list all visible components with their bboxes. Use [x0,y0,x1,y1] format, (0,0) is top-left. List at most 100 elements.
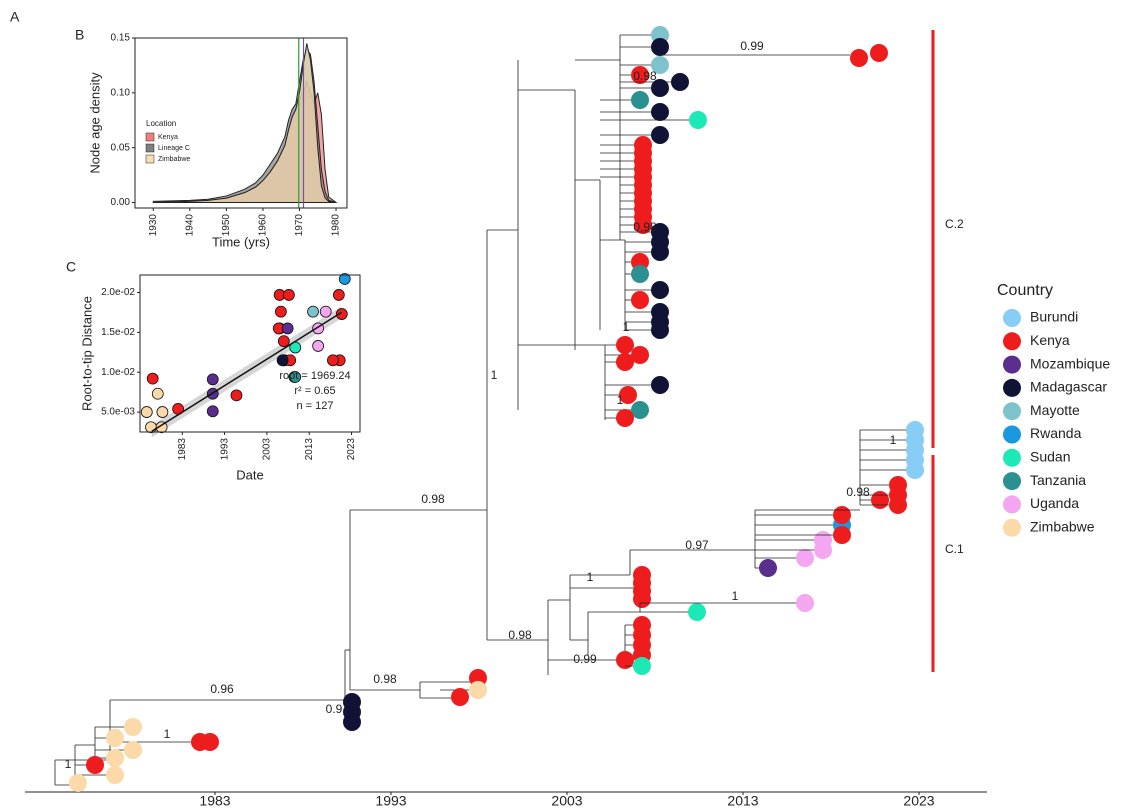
tip [451,688,469,706]
tip [633,657,651,675]
tip [106,766,124,784]
support-label: 0.96 [210,682,234,696]
legend-swatch [146,155,154,163]
y-tick-label: 2.0e-02 [101,287,135,298]
legend-swatch [146,133,154,141]
x-tick-label: 1993 [375,793,406,809]
point [327,355,338,366]
tip [796,594,814,612]
support-label: 0.97 [685,538,709,552]
support-label: 1 [890,433,897,447]
y-tick-label: 1.0e-02 [101,367,135,378]
y-axis-title: Root-to-tip Distance [79,296,94,411]
clade-label: C.2 [945,217,964,231]
support-label: 1 [491,368,498,382]
panel-label: A [10,9,20,25]
point [313,340,324,351]
support-label: 1 [587,570,594,584]
clade-label: C.1 [945,542,964,556]
annotation: n = 127 [296,400,333,412]
point [278,336,289,347]
legend-swatch [1003,356,1021,374]
legend-swatch [1003,472,1021,490]
legend-title: Country [997,282,1053,299]
panel-label: C [66,259,76,275]
legend-swatch [1003,519,1021,537]
legend-swatch [1003,495,1021,513]
x-axis-title: Date [236,467,263,482]
tip [651,321,669,339]
support-label: 1 [623,320,630,334]
tip [688,603,706,621]
y-axis-title: Node age density [87,72,102,174]
point [308,306,319,317]
legend-swatch [146,144,154,152]
point [333,289,344,300]
tip [906,461,924,479]
x-tick-label: 2003 [551,793,582,809]
tip [124,741,142,759]
tip [651,281,669,299]
legend-swatch [1003,332,1021,350]
tip [469,681,487,699]
point [157,407,168,418]
legend-label: Tanzania [1030,472,1086,488]
y-tick-label: 1.5e-02 [101,327,135,338]
tip [616,336,634,354]
support-label: 1 [617,393,624,407]
support-label: 0.98 [633,69,657,83]
tip [633,590,651,608]
tip [631,291,649,309]
legend-swatch [1003,426,1021,444]
point [207,374,218,385]
tip [651,38,669,56]
point [320,306,331,317]
support-label: 1 [65,757,72,771]
point [277,355,288,366]
legend-title: Location [146,119,176,128]
x-tick-label: 1930 [148,214,159,237]
y-tick-label: 0.15 [111,33,131,44]
tip [651,103,669,121]
support-label: 0.98 [508,628,532,642]
tip [616,409,634,427]
legend-label: Sudan [1030,449,1070,465]
tip [870,44,888,62]
legend-swatch [1003,379,1021,397]
support-label: 1 [164,727,171,741]
legend-label: Kenya [158,134,178,141]
legend-label: Uganda [1030,495,1079,511]
legend-label: Madagascar [1030,379,1107,395]
tip [850,49,868,67]
tip [106,729,124,747]
legend-swatch [1003,309,1021,327]
point [147,373,158,384]
legend-swatch [1003,402,1021,420]
annotation: root = 1969.24 [279,370,350,382]
x-axis-title: Time (yrs) [212,234,270,249]
tip [651,126,669,144]
legend-label: Mozambique [1030,355,1110,371]
x-tick-label: 1983 [199,793,230,809]
x-tick-label: 2023 [346,438,357,461]
point [207,406,218,417]
x-tick-label: 1970 [294,214,305,237]
legend-label: Zimbabwe [1030,518,1095,534]
support-label: 0.99 [573,652,597,666]
tip [651,243,669,261]
y-tick-label: 5.0e-03 [101,407,135,418]
x-tick-label: 1940 [184,214,195,237]
tip [671,73,689,91]
tip [651,376,669,394]
support-label: 0.98 [373,672,397,686]
density-panel: 0.000.050.100.15193019401950196019701980… [87,30,360,255]
figure: A B C 198319932003201320230.990.980.9811… [0,0,1131,811]
tip [871,491,889,509]
y-tick-label: 0.10 [111,87,131,98]
tip [86,756,104,774]
tip [689,111,707,129]
x-tick-label: 1980 [331,214,342,237]
tip [201,733,219,751]
support-label: 1 [732,589,739,603]
tip [124,718,142,736]
